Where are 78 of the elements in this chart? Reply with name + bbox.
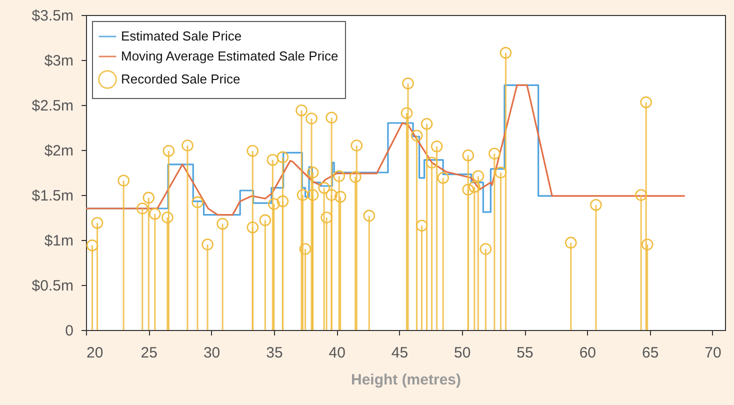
legend-label: Estimated Sale Price [121, 28, 242, 44]
point [162, 145, 175, 157]
x-tick-label: 40 [328, 344, 346, 362]
point [400, 107, 413, 119]
point [468, 181, 480, 193]
x-tick-label: 45 [391, 344, 408, 362]
legend-label: Recorded Sale Price [121, 72, 240, 86]
x-tick-label: 20 [86, 344, 104, 362]
point [268, 198, 280, 210]
point [472, 170, 484, 182]
point [276, 195, 289, 208]
point [320, 212, 332, 224]
point [640, 96, 652, 108]
point [216, 218, 228, 230]
point [480, 243, 492, 255]
point [326, 112, 338, 124]
point [192, 196, 204, 208]
y-tick-label: $1.5m [32, 188, 74, 204]
y-tick-label: $2m [44, 142, 74, 160]
point [162, 212, 174, 224]
x-tick-label: 55 [516, 344, 534, 362]
point [296, 189, 309, 201]
point [306, 189, 319, 201]
x-axis-title: Height (metres) [350, 372, 462, 388]
x-tick-label: 50 [454, 344, 471, 362]
point [246, 145, 259, 157]
point [136, 202, 148, 214]
point [500, 46, 512, 59]
point [437, 172, 449, 184]
x-tick-label: 35 [266, 344, 283, 362]
point [149, 208, 161, 220]
point [91, 217, 104, 229]
point [416, 220, 428, 232]
point [259, 214, 272, 226]
point [142, 192, 155, 204]
point [462, 150, 474, 162]
point [402, 78, 414, 90]
point [420, 118, 433, 130]
point [334, 190, 346, 203]
point [202, 238, 214, 250]
point [350, 140, 363, 152]
point [326, 189, 338, 201]
point [494, 166, 507, 178]
point [306, 112, 318, 124]
point [641, 238, 654, 250]
point [266, 154, 279, 166]
point [318, 182, 330, 194]
point [349, 171, 362, 183]
point [118, 174, 130, 186]
x-tick-label: 60 [579, 344, 596, 362]
point [276, 151, 289, 164]
point [426, 156, 438, 168]
x-tick-label: 30 [203, 344, 220, 362]
point [86, 240, 98, 252]
point [333, 170, 345, 182]
point [296, 104, 308, 116]
point [590, 199, 602, 211]
x-tick-label: 65 [642, 344, 659, 362]
point [182, 140, 194, 152]
point [488, 148, 500, 160]
legend-label: Moving Average Estimated Sale Price [121, 48, 338, 64]
line-series [85, 84, 686, 216]
point [410, 130, 423, 142]
y-tick-label: 0 [65, 322, 74, 340]
point [430, 140, 443, 152]
point [635, 189, 647, 201]
y-tick-label: $1m [44, 232, 74, 250]
y-tick-label: $3.5m [32, 8, 74, 24]
y-tick-label: $3m [44, 52, 74, 70]
y-tick-label: $0.5m [32, 278, 74, 294]
point [306, 166, 319, 178]
x-tick-label: 70 [704, 344, 722, 362]
point [299, 243, 312, 255]
y-tick-label: $2.5m [32, 98, 74, 114]
point [363, 210, 376, 222]
point [564, 236, 577, 249]
x-tick-label: 25 [140, 344, 158, 362]
point [246, 222, 259, 234]
